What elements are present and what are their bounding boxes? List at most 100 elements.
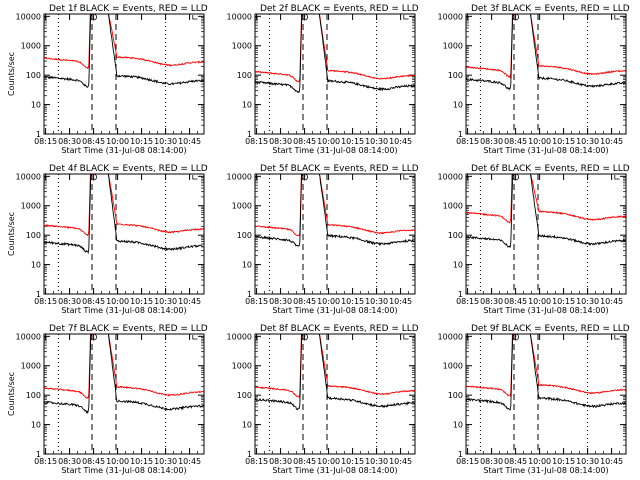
- y-tick-label: 10000: [227, 12, 252, 21]
- x-tick-label: 10:30: [365, 297, 388, 306]
- x-tick-label: 10:30: [154, 137, 177, 146]
- y-tick-label: 1: [36, 290, 41, 299]
- x-tick-label: 10:00: [106, 137, 129, 146]
- x-tick-label: 08:15: [245, 457, 268, 466]
- x-axis-label: Start Time (31-Jul-08 08:14:00): [272, 466, 397, 475]
- panel-det-3: 1 10 100 1000 10000 08:15 08:30 08:45 10:00 10:15…: [438, 4, 630, 155]
- x-tick-label: 10:00: [106, 297, 129, 306]
- x-tick-label: 10:45: [178, 137, 201, 146]
- y-tick-label: 1000: [232, 42, 252, 51]
- x-axis-label: Start Time (31-Jul-08 08:14:00): [483, 146, 608, 155]
- plot-frame: [254, 173, 416, 295]
- y-tick-label: 10: [453, 421, 463, 430]
- x-tick-label: 10:45: [389, 137, 412, 146]
- series-events-line: [466, 174, 626, 248]
- y-tick-label: 10000: [438, 172, 463, 181]
- plot-frame: [254, 13, 416, 135]
- x-tick-label: 10:30: [576, 457, 599, 466]
- x-tick-label: 10:30: [154, 457, 177, 466]
- panel-det-2: 1 10 100 1000 10000 08:15 08:30 08:45 10:00 10:15…: [227, 4, 419, 155]
- x-tick-label: 08:30: [58, 297, 81, 306]
- x-tick-label: 10:15: [130, 457, 153, 466]
- x-tick-label: 10:15: [341, 297, 364, 306]
- y-tick-label: 1000: [232, 202, 252, 211]
- panel-det-8: 1 10 100 1000 10000 08:15 08:30 08:45 10:00 10:15…: [227, 324, 419, 475]
- x-tick-label: 10:00: [106, 457, 129, 466]
- x-tick-label: 10:30: [365, 137, 388, 146]
- y-tick-label: 10: [453, 261, 463, 270]
- y-axis-label: Counts/sec: [7, 212, 16, 256]
- x-tick-label: 10:00: [317, 457, 340, 466]
- plot-frame: [43, 13, 205, 135]
- panel-det-1: 1 10 100 1000 10000 08:15 08:30 08:45 10:00 10:15…: [7, 4, 208, 155]
- x-tick-label: 08:45: [82, 137, 105, 146]
- corner-marker-icon: [192, 175, 198, 180]
- y-tick-label: 1: [458, 130, 463, 139]
- x-tick-label: 10:45: [600, 297, 623, 306]
- series-lld-line: [466, 14, 626, 79]
- x-tick-label: 10:00: [528, 457, 551, 466]
- y-tick-label: 10000: [227, 332, 252, 341]
- attenuator-marker-icon: [301, 173, 309, 181]
- plot-frame: [254, 333, 416, 455]
- x-tick-label: 08:15: [245, 137, 268, 146]
- series-lld-line: [44, 334, 204, 399]
- x-tick-label: 10:30: [365, 457, 388, 466]
- x-tick-label: 10:30: [576, 297, 599, 306]
- panel-title: Det 7f BLACK = Events, RED = LLD: [49, 324, 208, 334]
- x-tick-label: 08:45: [504, 457, 527, 466]
- x-axis-label: Start Time (31-Jul-08 08:14:00): [61, 146, 186, 155]
- series-events-line: [466, 334, 626, 411]
- series-lld-line: [466, 334, 626, 398]
- series-lld-line: [44, 174, 204, 237]
- plot-frame: [465, 13, 627, 135]
- attenuator-marker-icon: [90, 173, 97, 181]
- x-tick-label: 08:45: [293, 457, 316, 466]
- corner-marker-icon: [614, 335, 620, 340]
- panel-title: Det 1f BLACK = Events, RED = LLD: [49, 4, 208, 14]
- corner-marker-icon: [403, 335, 409, 340]
- y-tick-label: 10: [242, 421, 252, 430]
- x-tick-label: 10:45: [600, 457, 623, 466]
- y-tick-label: 100: [237, 71, 252, 80]
- x-tick-label: 10:15: [552, 297, 575, 306]
- y-tick-label: 10: [242, 261, 252, 270]
- series-lld-line: [255, 334, 415, 398]
- x-tick-label: 10:45: [178, 457, 201, 466]
- panel-det-9: 1 10 100 1000 10000 08:15 08:30 08:45 10:00 10:15…: [438, 324, 630, 475]
- attenuator-marker-icon: [512, 173, 519, 181]
- x-tick-label: 10:45: [178, 297, 201, 306]
- panel-det-7: 1 10 100 1000 10000 08:15 08:30 08:45 10:00 10:15…: [7, 324, 208, 475]
- x-tick-label: 08:30: [269, 457, 292, 466]
- x-tick-label: 08:15: [245, 297, 268, 306]
- series-lld-line: [466, 174, 626, 224]
- y-tick-label: 1: [36, 450, 41, 459]
- x-tick-label: 10:15: [552, 137, 575, 146]
- y-tick-label: 100: [448, 71, 463, 80]
- corner-marker-icon: [403, 175, 409, 180]
- y-tick-label: 1: [247, 290, 252, 299]
- y-tick-label: 10: [242, 101, 252, 110]
- x-tick-label: 10:00: [528, 297, 551, 306]
- y-tick-label: 1000: [443, 42, 463, 51]
- panel-title: Det 8f BLACK = Events, RED = LLD: [260, 324, 419, 334]
- y-tick-label: 1000: [443, 202, 463, 211]
- x-tick-label: 08:30: [480, 297, 503, 306]
- y-tick-label: 100: [26, 231, 41, 240]
- plot-frame: [465, 333, 627, 455]
- x-tick-label: 10:15: [130, 137, 153, 146]
- x-tick-label: 10:15: [552, 457, 575, 466]
- plot-frame: [465, 173, 627, 295]
- panel-det-6: 1 10 100 1000 10000 08:15 08:30 08:45 10:00 10:15…: [438, 164, 630, 315]
- corner-marker-icon: [614, 175, 620, 180]
- x-tick-label: 10:00: [528, 137, 551, 146]
- corner-marker-icon: [192, 335, 198, 340]
- x-tick-label: 08:45: [293, 137, 316, 146]
- x-tick-label: 08:30: [480, 457, 503, 466]
- y-tick-label: 10: [453, 101, 463, 110]
- x-tick-label: 08:30: [269, 297, 292, 306]
- y-tick-label: 1000: [21, 362, 41, 371]
- panel-title: Det 3f BLACK = Events, RED = LLD: [471, 4, 630, 14]
- series-lld-line: [255, 174, 415, 237]
